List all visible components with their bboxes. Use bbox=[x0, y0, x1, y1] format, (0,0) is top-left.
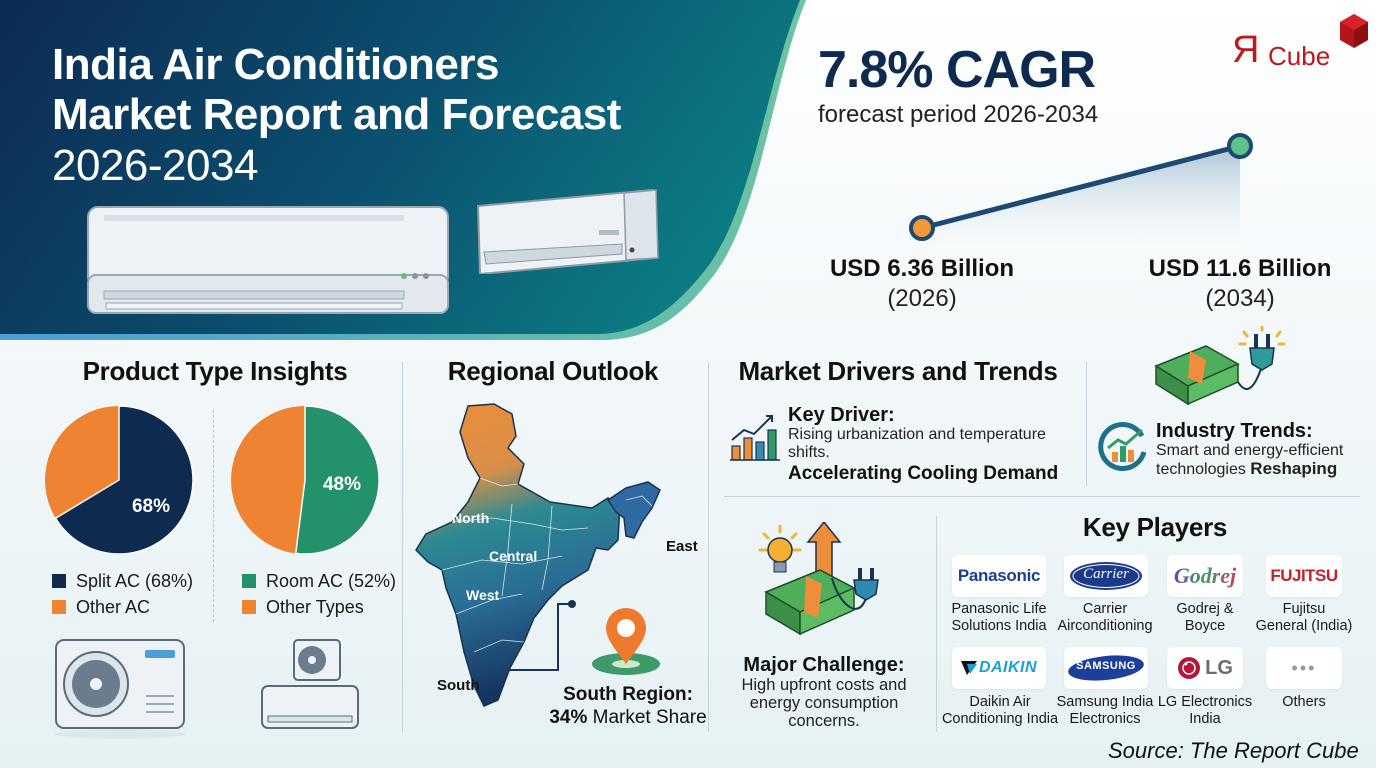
legend-swatch-room-ac bbox=[242, 574, 256, 588]
panasonic-logo: Panasonic bbox=[952, 555, 1046, 597]
daikin-logo: DAIKIN bbox=[952, 647, 1046, 689]
title-years: 2026-2034 bbox=[52, 141, 258, 190]
room-ac-unit-icon bbox=[261, 639, 359, 729]
industry-trends-block: Industry Trends: Smart and energy-effici… bbox=[1156, 420, 1344, 478]
map-label-north: North bbox=[452, 510, 490, 526]
report-cube-logo: Я Cube bbox=[1232, 8, 1372, 74]
godrej-logo: Godrej bbox=[1167, 555, 1243, 597]
player-name-panasonic: Panasonic Life Solutions India bbox=[951, 601, 1047, 634]
split-ac-pie-chart: 68% bbox=[45, 406, 193, 554]
player-name-daikin: Daikin Air Conditioning India bbox=[941, 694, 1059, 727]
player-name-godrej: Godrej & Boyce bbox=[1176, 601, 1234, 634]
key-players-title: Key Players bbox=[1082, 512, 1228, 542]
cagr-block: 7.8% CAGR forecast period 2026-2034 bbox=[818, 40, 1098, 130]
pie1-label: 68% bbox=[132, 496, 170, 517]
money-plug-icon bbox=[1154, 326, 1286, 406]
divider bbox=[936, 516, 937, 732]
divider bbox=[708, 362, 709, 732]
outdoor-ac-unit-icon bbox=[54, 639, 186, 739]
legend-swatch-other-ac bbox=[52, 600, 66, 614]
others-logo: ••• bbox=[1266, 647, 1342, 689]
map-label-east: East bbox=[666, 538, 698, 555]
pie2-label: 48% bbox=[323, 474, 361, 495]
data-point-2026 bbox=[909, 215, 935, 241]
market-size-2026: USD 6.36 Billion (2026) bbox=[829, 255, 1015, 312]
logo-text: Cube bbox=[1268, 41, 1331, 71]
cagr-headline: 7.8% CAGR bbox=[818, 41, 1096, 99]
fujitsu-logo: FUJITSU bbox=[1266, 555, 1342, 597]
map-label-central: Central bbox=[489, 548, 538, 564]
map-label-south: South bbox=[437, 677, 480, 694]
divider bbox=[1086, 362, 1087, 486]
data-point-2034 bbox=[1227, 133, 1253, 159]
india-map bbox=[415, 403, 661, 707]
location-pin-icon bbox=[592, 608, 660, 675]
legend-swatch-split-ac bbox=[52, 574, 66, 588]
player-name-others: Others bbox=[1282, 694, 1326, 710]
divider-horizontal bbox=[724, 496, 1360, 497]
major-challenge-block: Major Challenge: High upfront costs and … bbox=[741, 654, 907, 730]
legend-swatch-other-types bbox=[242, 600, 256, 614]
report-title: India Air Conditioners Market Report and… bbox=[52, 40, 621, 192]
player-name-samsung: Samsung India Electronics bbox=[1056, 694, 1154, 727]
title-line-1: India Air Conditioners bbox=[52, 40, 499, 89]
split-ac-indoor-unit-illustration bbox=[87, 206, 449, 314]
title-line-2: Market Report and Forecast bbox=[52, 90, 621, 139]
key-driver-block: Key Driver: Rising urbanization and temp… bbox=[788, 404, 1059, 484]
room-ac-pie-chart: 48% bbox=[231, 406, 379, 554]
pie1-legend: Split AC (68%) Other AC bbox=[52, 568, 193, 620]
bar-chart-growth-icon bbox=[730, 415, 780, 461]
drivers-title: Market Drivers and Trends bbox=[738, 356, 1058, 386]
market-growth-line-chart bbox=[909, 133, 1253, 260]
divider-dashed bbox=[213, 410, 214, 622]
player-name-carrier: Carrier Airconditioning bbox=[1057, 601, 1153, 634]
lg-logo: LG bbox=[1167, 647, 1243, 689]
logo-mark: Я bbox=[1232, 29, 1260, 71]
carrier-logo: Carrier bbox=[1064, 555, 1148, 597]
source-credit: Source: The Report Cube bbox=[1108, 738, 1359, 763]
pie2-legend: Room AC (52%) Other Types bbox=[242, 568, 396, 620]
samsung-logo: SAMSUNG bbox=[1064, 647, 1148, 689]
market-size-2034: USD 11.6 Billion (2034) bbox=[1148, 255, 1332, 312]
wall-ac-unit-illustration bbox=[476, 188, 659, 274]
trend-cycle-icon bbox=[1098, 422, 1147, 471]
product-type-title: Product Type Insights bbox=[82, 356, 348, 386]
regional-outlook-title: Regional Outlook bbox=[447, 356, 659, 386]
player-name-lg: LG Electronics India bbox=[1157, 694, 1253, 727]
south-region-callout: South Region: 34% Market Share bbox=[549, 684, 707, 728]
cagr-subtitle: forecast period 2026-2034 bbox=[818, 101, 1099, 128]
divider bbox=[402, 362, 403, 732]
player-name-fujitsu: Fujitsu General (India) bbox=[1255, 601, 1353, 634]
cube-icon bbox=[1340, 14, 1368, 48]
cost-energy-challenge-icon bbox=[758, 522, 879, 636]
map-label-west: West bbox=[466, 587, 500, 603]
